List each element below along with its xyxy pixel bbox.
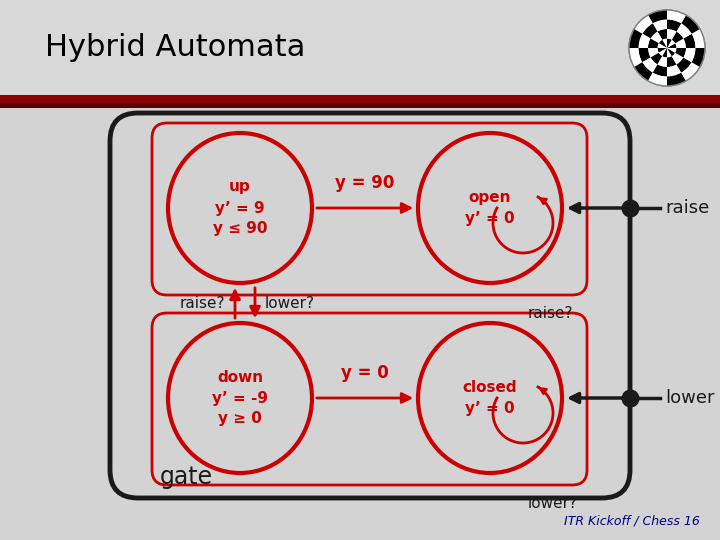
- Wedge shape: [634, 62, 653, 81]
- Wedge shape: [667, 40, 675, 48]
- Wedge shape: [657, 56, 667, 67]
- Text: lower?: lower?: [528, 496, 578, 510]
- Wedge shape: [677, 23, 692, 38]
- Wedge shape: [667, 64, 681, 77]
- Wedge shape: [675, 48, 686, 57]
- Text: y = 90: y = 90: [336, 174, 395, 192]
- Text: raise: raise: [665, 199, 709, 217]
- Wedge shape: [651, 31, 662, 43]
- Wedge shape: [657, 48, 667, 53]
- Bar: [0, 0, 720, 95]
- Text: gate: gate: [160, 465, 213, 489]
- FancyBboxPatch shape: [110, 113, 630, 498]
- Wedge shape: [639, 33, 651, 48]
- Wedge shape: [692, 48, 705, 67]
- Wedge shape: [659, 40, 667, 48]
- Wedge shape: [653, 19, 667, 31]
- Text: y = 0: y = 0: [341, 364, 389, 382]
- Wedge shape: [681, 15, 700, 33]
- Text: open
y’ = 0: open y’ = 0: [465, 190, 515, 226]
- Wedge shape: [672, 31, 683, 43]
- Text: Hybrid Automata: Hybrid Automata: [45, 33, 305, 63]
- FancyBboxPatch shape: [152, 313, 587, 485]
- Bar: [0, 95, 720, 103]
- Wedge shape: [634, 15, 653, 33]
- Wedge shape: [662, 38, 667, 48]
- Ellipse shape: [168, 133, 312, 283]
- Wedge shape: [629, 29, 642, 48]
- Wedge shape: [667, 48, 672, 57]
- Wedge shape: [642, 23, 657, 38]
- Wedge shape: [639, 48, 651, 62]
- Wedge shape: [692, 29, 705, 48]
- Wedge shape: [648, 38, 659, 48]
- Ellipse shape: [168, 323, 312, 473]
- Wedge shape: [659, 48, 667, 56]
- Wedge shape: [681, 62, 700, 81]
- Wedge shape: [662, 48, 667, 57]
- Text: lower?: lower?: [265, 295, 315, 310]
- Text: closed
y’ = 0: closed y’ = 0: [463, 380, 517, 416]
- Wedge shape: [667, 38, 672, 48]
- Wedge shape: [629, 48, 642, 67]
- Ellipse shape: [418, 323, 562, 473]
- Text: raise?: raise?: [528, 306, 574, 321]
- Wedge shape: [648, 73, 667, 86]
- Text: down
y’ = -9
y ≥ 0: down y’ = -9 y ≥ 0: [212, 369, 268, 427]
- Wedge shape: [667, 56, 677, 67]
- Wedge shape: [657, 43, 667, 48]
- Wedge shape: [667, 48, 675, 56]
- Wedge shape: [653, 64, 667, 77]
- Circle shape: [629, 10, 705, 86]
- Wedge shape: [667, 43, 677, 48]
- Wedge shape: [683, 48, 696, 62]
- Text: ITR Kickoff / Chess 16: ITR Kickoff / Chess 16: [564, 515, 700, 528]
- Wedge shape: [648, 48, 659, 57]
- Wedge shape: [667, 10, 686, 23]
- Text: raise?: raise?: [179, 295, 225, 310]
- Wedge shape: [667, 29, 677, 40]
- Wedge shape: [683, 33, 696, 48]
- Wedge shape: [672, 53, 683, 64]
- Wedge shape: [675, 38, 686, 48]
- Text: lower: lower: [665, 389, 714, 407]
- Wedge shape: [642, 57, 657, 73]
- Wedge shape: [657, 29, 667, 40]
- Bar: [0, 103, 720, 108]
- Wedge shape: [667, 48, 677, 53]
- Text: up
y’ = 9
y ≤ 90: up y’ = 9 y ≤ 90: [212, 179, 267, 237]
- FancyBboxPatch shape: [152, 123, 587, 295]
- Ellipse shape: [418, 133, 562, 283]
- Wedge shape: [667, 19, 681, 31]
- Wedge shape: [677, 57, 692, 73]
- Wedge shape: [667, 73, 686, 86]
- Wedge shape: [651, 53, 662, 64]
- Wedge shape: [648, 10, 667, 23]
